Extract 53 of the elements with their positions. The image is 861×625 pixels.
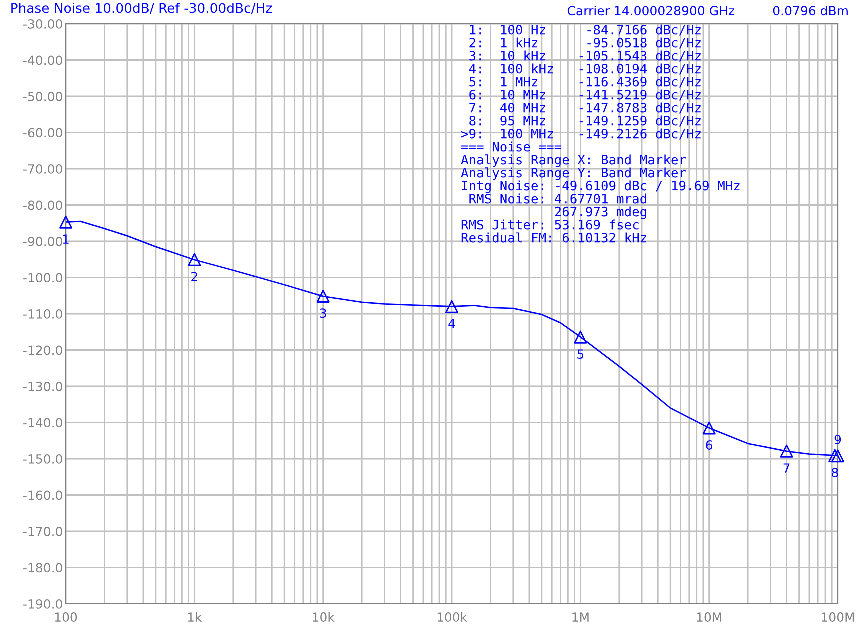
y-tick-label: -110.0 bbox=[24, 309, 62, 319]
y-tick-label: -170.0 bbox=[24, 526, 62, 536]
annotation: 5: 1 MHz -116.4369 dBc/Hz bbox=[470, 76, 701, 88]
x-tick-label: 10k bbox=[313, 612, 335, 622]
annotation: 6: 10 MHz -141.5219 dBc/Hz bbox=[470, 90, 701, 101]
text: 0.0796 dBm bbox=[773, 6, 848, 16]
annotation: Residual FM: 6.10132 kHz bbox=[462, 232, 646, 243]
annotation: 7: 40 MHz -147.8783 dBc/Hz bbox=[470, 102, 701, 114]
x-tick-label: 100k bbox=[438, 612, 468, 622]
chart-title: Phase Noise 10.00dB/ Ref -30.00dBc/Hz bbox=[12, 3, 272, 14]
y-tick-label: -130.0 bbox=[24, 382, 62, 392]
y-tick-label: -180.0 bbox=[24, 563, 62, 573]
y-tick-label: -100.0 bbox=[24, 273, 62, 283]
annotation: === Noise === bbox=[462, 142, 562, 152]
annotation: 9 bbox=[834, 435, 842, 444]
y-tick-label: -40.00 bbox=[24, 56, 62, 66]
annotation: 5 bbox=[578, 350, 584, 360]
annotation: RMS Jitter: 53.169 fsec bbox=[462, 220, 639, 230]
y-tick-label: -80.00 bbox=[24, 200, 62, 210]
annotation: 1: 100 Hz -84.7166 dBc/Hz bbox=[470, 24, 701, 36]
annotation: 3 bbox=[320, 308, 326, 318]
y-tick-label: -190.0 bbox=[24, 599, 62, 609]
annotation: 8: 95 MHz -149.1259 dBc/Hz bbox=[470, 116, 701, 127]
annotation: 6 bbox=[706, 440, 713, 450]
annotation: Intg Noise: -49.6109 dBc / 19.69 MHz bbox=[462, 180, 740, 194]
annotation: 3: 10 kHz -105.1543 dBc/Hz bbox=[470, 50, 701, 62]
annotation: RMS Noise: 4.67701 mrad bbox=[470, 194, 646, 204]
y-tick-label: -120.0 bbox=[24, 346, 62, 356]
annotation: Analysis Range X: Band Marker bbox=[461, 154, 686, 168]
y-tick-label: -70.00 bbox=[24, 164, 62, 174]
y-tick-label: -60.00 bbox=[24, 128, 62, 138]
x-tick-label: 100M bbox=[822, 612, 854, 622]
x-tick-label: 1k bbox=[188, 612, 202, 622]
annotation: Analysis Range Y: Band Marker bbox=[461, 168, 686, 180]
x-tick-label: 1M bbox=[572, 612, 589, 622]
annotation: 7 bbox=[784, 464, 790, 473]
y-tick-label: -50.00 bbox=[24, 92, 62, 102]
x-tick-label: 100 bbox=[55, 612, 78, 622]
y-tick-label: -30.00 bbox=[24, 19, 62, 29]
x-tick-label: 10M bbox=[697, 612, 722, 622]
annotation: 1 bbox=[63, 234, 69, 244]
y-tick-label: -150.0 bbox=[24, 454, 62, 464]
y-tick-label: -90.00 bbox=[24, 236, 62, 246]
annotation: 2 bbox=[192, 272, 198, 282]
annotation: 4: 100 kHz -108.0194 dBc/Hz bbox=[469, 64, 701, 75]
y-tick-label: -160.0 bbox=[24, 490, 62, 500]
annotation: 8 bbox=[832, 468, 838, 478]
y-tick-label: -140.0 bbox=[24, 418, 62, 428]
annotation: 267.973 mdeg bbox=[555, 206, 646, 220]
text: Carrier 14.000028900 GHz bbox=[568, 6, 734, 16]
annotation: 4 bbox=[448, 319, 456, 328]
annotation: >9: 100 MHz -149.2126 dBc/Hz bbox=[462, 128, 701, 140]
annotation: 2: 1 kHz -95.0518 dBc/Hz bbox=[470, 38, 701, 49]
